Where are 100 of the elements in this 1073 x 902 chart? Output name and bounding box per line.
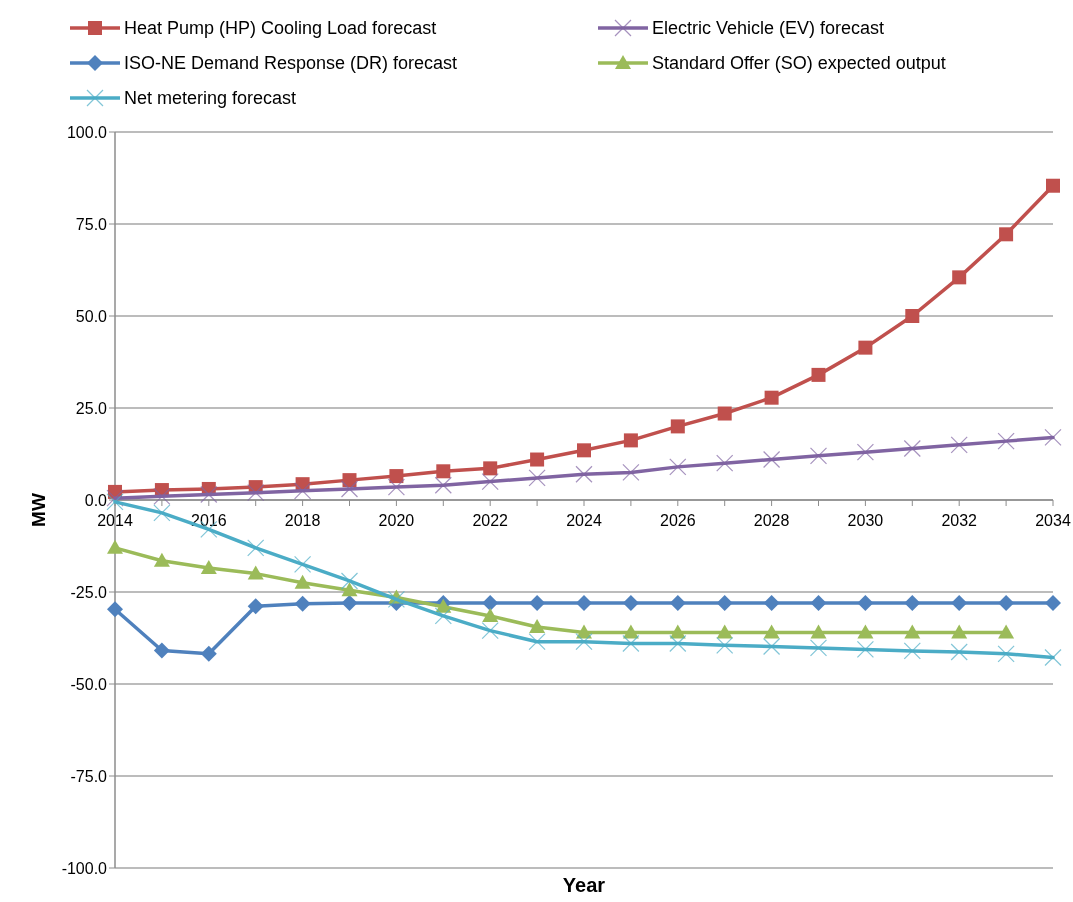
- point: [998, 595, 1015, 612]
- x-tick-label: 2022: [472, 512, 509, 529]
- point: [997, 432, 1015, 450]
- point: [998, 624, 1015, 639]
- point: [763, 595, 780, 612]
- point: [1044, 648, 1062, 667]
- point: [106, 493, 124, 511]
- y-axis-title: MW: [27, 493, 49, 527]
- point: [387, 590, 405, 608]
- point: [340, 572, 359, 590]
- point: [951, 595, 968, 612]
- point: [716, 624, 733, 639]
- y-tick-label: 0.0: [84, 491, 108, 509]
- point: [153, 504, 171, 522]
- point: [669, 634, 687, 653]
- point: [107, 601, 123, 618]
- point: [950, 436, 968, 454]
- legend-label: Net metering forecast: [124, 88, 297, 109]
- point: [153, 642, 170, 659]
- x-tick-label: 2014: [97, 512, 133, 529]
- point: [856, 640, 874, 659]
- point: [763, 637, 781, 656]
- point: [294, 482, 312, 500]
- point: [763, 450, 781, 469]
- point: [905, 309, 920, 323]
- point: [857, 595, 874, 612]
- point: [950, 643, 968, 661]
- point: [483, 461, 498, 476]
- point: [340, 480, 359, 498]
- point: [669, 595, 686, 612]
- point: [482, 595, 499, 612]
- x-tick-label: 2028: [753, 512, 790, 529]
- point: [529, 618, 546, 633]
- y-tick-label: 100.0: [66, 123, 108, 141]
- point: [810, 624, 827, 639]
- point: [434, 476, 452, 494]
- point: [389, 469, 404, 484]
- point: [810, 595, 827, 612]
- point: [952, 270, 967, 285]
- point: [153, 552, 170, 567]
- point: [247, 484, 265, 502]
- point: [622, 463, 640, 481]
- point: [482, 607, 499, 622]
- y-tick-label: 50.0: [75, 307, 108, 325]
- y-tick-label: -100.0: [61, 859, 108, 877]
- point: [153, 487, 171, 505]
- x-tick-label: 2018: [284, 512, 321, 529]
- point: [623, 433, 638, 448]
- point: [528, 469, 546, 487]
- point: [575, 465, 593, 483]
- point: [809, 447, 828, 465]
- point: [716, 595, 733, 612]
- point: [528, 633, 546, 651]
- x-tick-label: 2032: [941, 512, 978, 529]
- point: [951, 624, 968, 639]
- x-tick-label: 2034: [1035, 512, 1071, 529]
- legend-label: Standard Offer (SO) expected output: [652, 53, 946, 74]
- x-tick-label: 2024: [566, 512, 602, 529]
- point: [481, 473, 499, 491]
- point: [856, 443, 874, 461]
- point: [999, 227, 1014, 242]
- point: [247, 598, 264, 615]
- point: [200, 485, 218, 504]
- x-axis-title: Year: [562, 874, 606, 896]
- point: [716, 636, 734, 654]
- legend-label: Heat Pump (HP) Cooling Load forecast: [124, 18, 437, 39]
- point: [904, 624, 921, 639]
- y-tick-label: -75.0: [70, 767, 108, 785]
- point: [764, 390, 779, 405]
- point: [857, 624, 874, 639]
- point: [481, 622, 499, 640]
- point: [107, 539, 123, 554]
- point: [247, 539, 265, 557]
- y-tick-label: -25.0: [70, 583, 108, 601]
- point: [1045, 595, 1061, 612]
- point: [387, 478, 405, 496]
- point: [575, 633, 593, 651]
- point: [903, 439, 921, 458]
- legend-label: Electric Vehicle (EV) forecast: [652, 18, 885, 39]
- point: [1044, 428, 1062, 447]
- x-tick-label: 2030: [847, 512, 884, 529]
- point: [622, 595, 639, 612]
- point: [576, 595, 592, 612]
- point: [669, 458, 687, 476]
- point: [997, 645, 1015, 663]
- point: [903, 642, 921, 660]
- point: [577, 443, 591, 458]
- point: [622, 634, 640, 653]
- y-tick-label: 75.0: [75, 215, 108, 233]
- point: [294, 555, 312, 573]
- point: [106, 489, 124, 507]
- point: [1046, 178, 1060, 193]
- point: [529, 595, 546, 612]
- point: [341, 595, 358, 612]
- point: [200, 645, 217, 662]
- point: [341, 582, 358, 597]
- legend-label: ISO-NE Demand Response (DR) forecast: [124, 53, 458, 74]
- point: [809, 639, 828, 657]
- point: [670, 419, 685, 434]
- point: [763, 624, 780, 639]
